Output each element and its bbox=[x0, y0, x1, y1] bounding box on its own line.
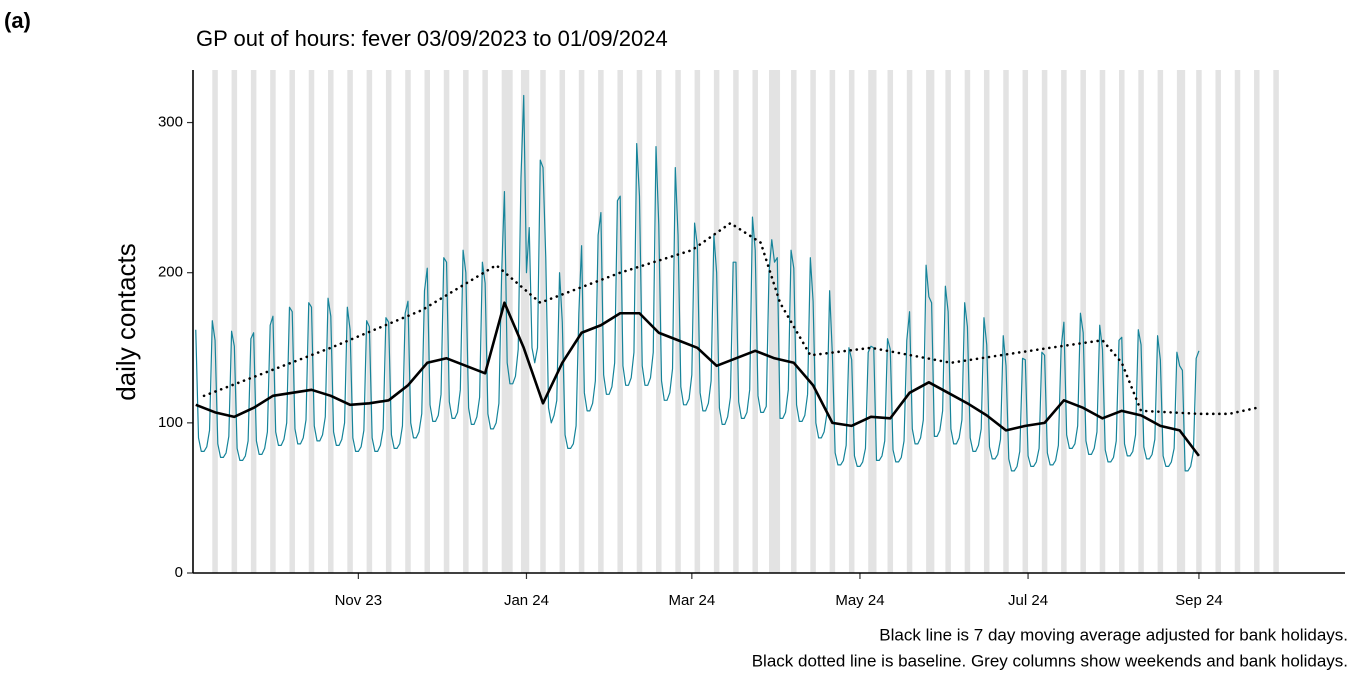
panel-label: (a) bbox=[4, 8, 31, 33]
shaded-column bbox=[769, 70, 781, 573]
shaded-column bbox=[617, 70, 623, 573]
y-tick-label: 300 bbox=[158, 114, 183, 131]
chart-title: GP out of hours: fever 03/09/2023 to 01/… bbox=[196, 26, 668, 51]
x-tick-label: Mar 24 bbox=[668, 592, 715, 609]
shaded-column bbox=[212, 70, 218, 573]
shaded-column bbox=[848, 70, 855, 573]
shaded-column bbox=[656, 70, 662, 573]
shaded-column bbox=[829, 70, 836, 573]
shaded-column bbox=[694, 70, 701, 573]
shaded-column bbox=[1138, 70, 1144, 573]
shaded-column bbox=[1215, 70, 1221, 573]
shaded-column bbox=[540, 70, 546, 573]
shaded-column bbox=[675, 70, 681, 573]
shaded-column bbox=[752, 70, 758, 573]
x-tick-label: Sep 24 bbox=[1175, 592, 1223, 609]
shaded-column bbox=[1041, 70, 1048, 573]
shaded-column bbox=[1196, 70, 1202, 573]
shaded-column bbox=[1061, 70, 1067, 573]
shaded-column bbox=[1254, 70, 1260, 573]
shaded-column bbox=[463, 70, 469, 573]
shaded-column bbox=[713, 70, 720, 573]
shaded-column bbox=[791, 70, 797, 573]
shaded-column bbox=[983, 70, 990, 573]
shaded-column bbox=[347, 70, 353, 573]
shaded-column bbox=[1003, 70, 1009, 573]
shaded-column bbox=[1157, 70, 1164, 573]
shaded-column bbox=[868, 70, 877, 573]
shaded-column bbox=[1273, 70, 1279, 573]
x-tick-label: Nov 23 bbox=[335, 592, 383, 609]
caption: Black line is 7 day moving average adjus… bbox=[879, 625, 1348, 644]
shaded-column bbox=[1234, 70, 1241, 573]
shaded-column bbox=[733, 70, 739, 573]
shaded-column bbox=[636, 70, 643, 573]
x-tick-label: May 24 bbox=[835, 592, 884, 609]
shaded-column bbox=[501, 70, 513, 573]
shaded-column bbox=[1099, 70, 1106, 573]
x-tick-label: Jul 24 bbox=[1008, 592, 1048, 609]
y-tick-label: 200 bbox=[158, 264, 183, 281]
shaded-column bbox=[482, 70, 488, 573]
caption: Black dotted line is baseline. Grey colu… bbox=[752, 651, 1348, 670]
shaded-column bbox=[598, 70, 604, 573]
y-tick-label: 0 bbox=[175, 564, 183, 581]
shaded-column bbox=[443, 70, 450, 573]
shaded-column bbox=[1119, 70, 1125, 573]
shaded-column bbox=[964, 70, 971, 573]
shaded-column bbox=[250, 70, 257, 573]
series-line bbox=[195, 94, 1200, 472]
shaded-column bbox=[887, 70, 894, 573]
shaded-column bbox=[366, 70, 373, 573]
shaded-column bbox=[578, 70, 585, 573]
x-tick-label: Jan 24 bbox=[504, 592, 549, 609]
shaded-column bbox=[1022, 70, 1029, 573]
shaded-column bbox=[520, 70, 530, 573]
series-line bbox=[202, 221, 1259, 416]
y-axis-label: daily contacts bbox=[111, 243, 141, 401]
y-tick-label: 100 bbox=[158, 414, 183, 431]
series-line bbox=[195, 301, 1200, 457]
shaded-column bbox=[424, 70, 431, 573]
shaded-column bbox=[1176, 70, 1186, 573]
shaded-column bbox=[1080, 70, 1086, 573]
shaded-column bbox=[926, 70, 935, 573]
shaded-column bbox=[231, 70, 238, 573]
